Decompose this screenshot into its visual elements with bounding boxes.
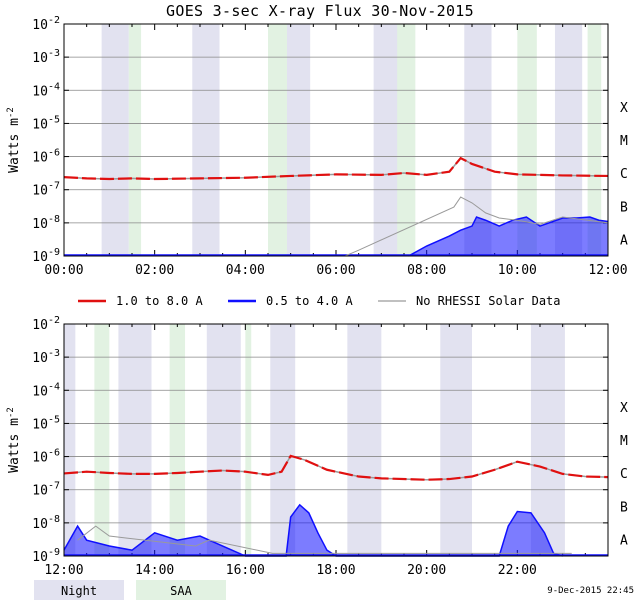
x-tick-label: 20:00 — [407, 563, 446, 578]
night-band — [282, 24, 311, 256]
flare-class-label: C — [620, 467, 628, 482]
y-tick-label: 10-4 — [32, 381, 60, 399]
legend-label-short: 0.5 to 4.0 A — [266, 294, 353, 308]
night-band — [118, 324, 152, 556]
night-band — [373, 24, 401, 256]
y-tick-label: 10-2 — [32, 15, 60, 33]
timestamp: 9-Dec-2015 22:45 — [547, 586, 634, 596]
saa-band — [94, 324, 110, 556]
y-tick-label: 10-8 — [32, 514, 60, 532]
saa-band — [517, 24, 537, 256]
flare-class-label: X — [620, 101, 628, 116]
panel-1: 10-210-310-410-510-610-710-810-9XMCBAWat… — [6, 15, 628, 278]
night-legend-box — [34, 580, 124, 600]
y-axis-title: Watts m-2 — [6, 407, 22, 473]
flare-class-label: A — [620, 533, 628, 548]
y-tick-label: 10-2 — [32, 315, 60, 333]
y-axis-title: Watts m-2 — [6, 107, 22, 173]
flare-class-label: M — [620, 134, 628, 149]
chart-title: GOES 3-sec X-ray Flux 30-Nov-2015 — [166, 2, 474, 20]
x-tick-label: 16:00 — [226, 563, 265, 578]
saa-band — [397, 24, 416, 256]
x-tick-label: 12:00 — [588, 263, 627, 278]
y-tick-label: 10-7 — [32, 181, 60, 199]
plot-frame — [63, 23, 609, 257]
x-tick-label: 12:00 — [44, 563, 83, 578]
plot-frame — [63, 323, 609, 557]
flare-class-label: X — [620, 401, 628, 416]
night-band — [101, 24, 129, 256]
flare-class-label: M — [620, 434, 628, 449]
legend: 1.0 to 8.0 A 0.5 to 4.0 A No RHESSI Solar … — [78, 294, 561, 308]
x-tick-label: 08:00 — [407, 263, 446, 278]
x-tick-label: 02:00 — [135, 263, 174, 278]
night-band — [347, 324, 382, 556]
y-tick-label: 10-6 — [32, 448, 60, 466]
flare-class-label: C — [620, 167, 628, 182]
x-tick-label: 22:00 — [498, 563, 537, 578]
y-tick-label: 10-8 — [32, 214, 60, 232]
saa-band — [128, 24, 142, 256]
legend-label-nodata: No RHESSI Solar Data — [416, 294, 561, 308]
saa-band — [245, 324, 252, 556]
x-tick-label: 14:00 — [135, 563, 174, 578]
night-legend-label: Night — [61, 584, 97, 598]
y-tick-label: 10-4 — [32, 81, 60, 99]
saa-legend-box — [136, 580, 226, 600]
series-line-long — [63, 454, 609, 481]
x-tick-label: 00:00 — [44, 263, 83, 278]
y-tick-label: 10-3 — [32, 348, 60, 366]
panel-2: 10-210-310-410-510-610-710-810-9XMCBAWat… — [6, 315, 628, 578]
saa-band — [169, 324, 186, 556]
flare-class-label: B — [620, 500, 628, 515]
y-tick-label: 10-7 — [32, 481, 60, 499]
night-band — [206, 324, 241, 556]
y-tick-label: 10-5 — [32, 114, 60, 132]
x-tick-label: 04:00 — [226, 263, 265, 278]
series-line — [77, 525, 572, 554]
night-band — [530, 324, 565, 556]
series-fill-short — [64, 504, 563, 556]
x-tick-label: 06:00 — [316, 263, 355, 278]
saa-band — [587, 24, 602, 256]
saa-band — [268, 24, 288, 256]
y-tick-label: 10-5 — [32, 414, 60, 432]
legend-label-long: 1.0 to 8.0 A — [116, 294, 203, 308]
x-tick-label: 18:00 — [316, 563, 355, 578]
y-tick-label: 10-6 — [32, 148, 60, 166]
y-tick-label: 10-3 — [32, 48, 60, 66]
night-band — [64, 324, 76, 556]
saa-legend-label: SAA — [170, 584, 192, 598]
series-line-long — [63, 156, 609, 181]
band-legend: Night SAA — [34, 580, 226, 600]
night-band — [440, 324, 472, 556]
flare-class-label: A — [620, 233, 628, 248]
flare-class-label: B — [620, 200, 628, 215]
night-band — [192, 24, 220, 256]
series-line — [344, 196, 609, 257]
series-fill-short — [408, 217, 608, 256]
x-tick-label: 10:00 — [498, 263, 537, 278]
